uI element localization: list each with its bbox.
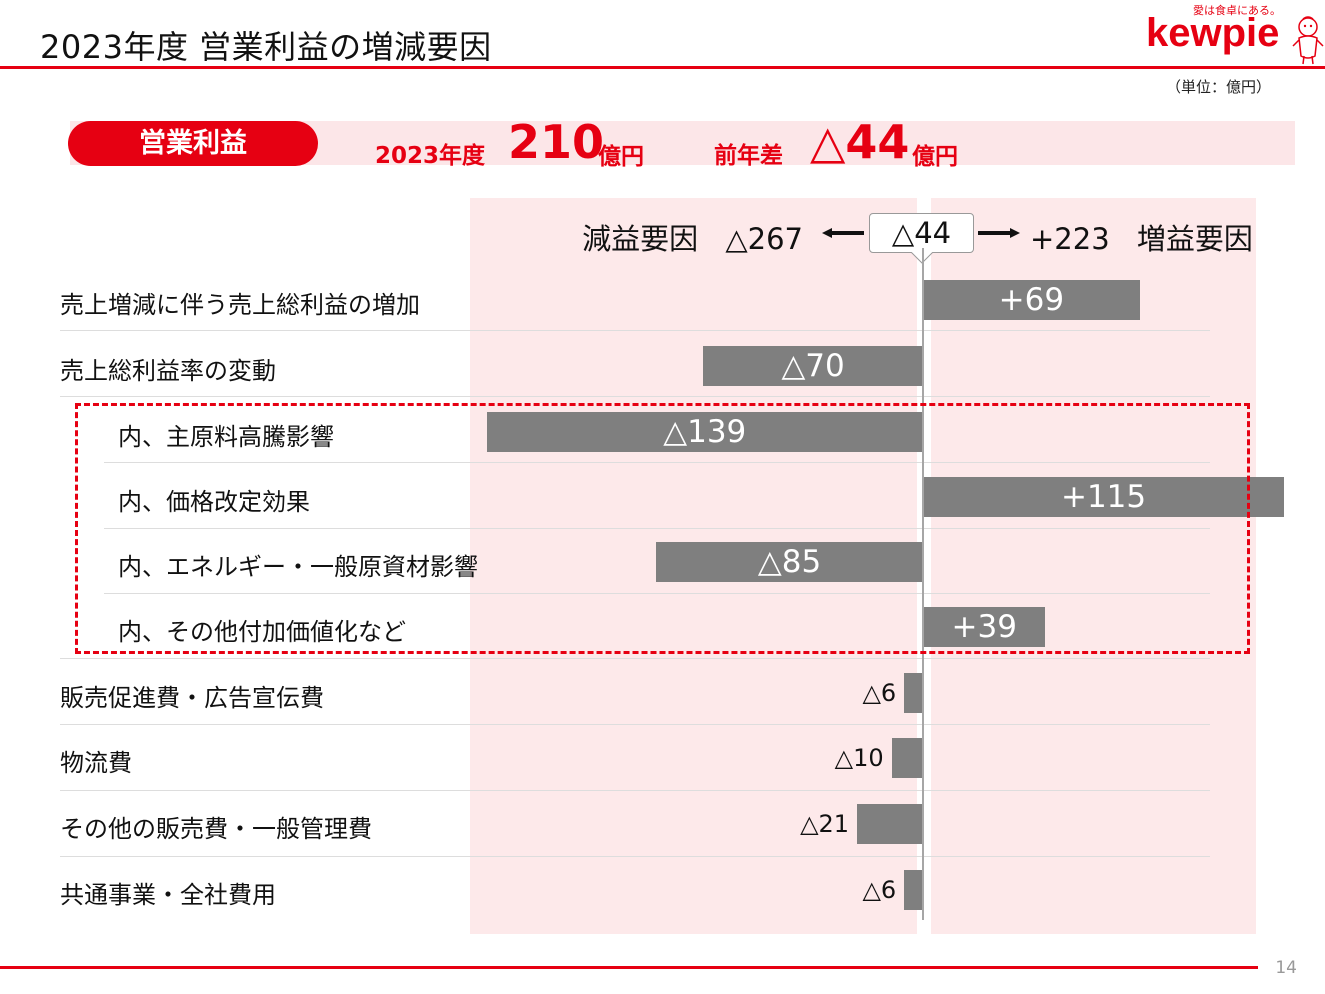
data-label: △21 [800,810,850,838]
row-divider [60,856,1210,857]
zero-axis [922,248,924,920]
category-label: 物流費 [60,749,132,777]
decrease-header-total: △267 [725,222,803,256]
row-divider [104,593,1210,594]
category-label: 共通事業・全社費用 [60,881,276,909]
category-label: 内、価格改定効果 [118,488,310,516]
data-label: △70 [781,348,845,384]
data-label: △85 [757,544,822,580]
data-bar [656,542,923,582]
data-label: △6 [862,876,897,904]
category-label: 内、その他付加価値化など [118,618,406,646]
data-bar [703,346,923,386]
data-bar [904,673,923,713]
category-label: 売上総利益率の変動 [60,357,276,385]
category-label: 販売促進費・広告宣伝費 [60,684,324,712]
increase-panel [931,198,1256,934]
row-divider [60,790,1210,791]
page-title: 2023年度 営業利益の増減要因 [40,28,492,66]
category-label: 内、エネルギー・一般原資材影響 [118,553,478,581]
data-bar [904,870,923,910]
data-bar [891,738,923,778]
arrow-right-icon [978,228,1020,238]
data-bar [923,607,1046,647]
diff-value: △44 [810,115,910,169]
increase-header-total: +223 [1030,222,1110,256]
brand-logo: kewpie [1146,11,1280,55]
data-bar [857,804,923,844]
decrease-header: 減益要因 △267 [582,216,803,258]
arrow-left-icon [822,228,864,238]
mascot-icon [1292,16,1324,65]
data-label: △139 [663,414,747,450]
unit-note: （単位：億円） [1165,78,1271,96]
data-label: △10 [834,744,884,772]
footer-divider [0,966,1258,969]
row-divider [60,658,1210,659]
diff-label: 前年差 [714,143,783,169]
increase-header-label: 増益要因 [1136,222,1253,256]
header-divider [0,66,1325,69]
fy-unit: 億円 [598,144,644,170]
increase-header: +223 増益要因 [1030,216,1253,258]
data-label: +115 [1060,479,1147,515]
diff-unit: 億円 [912,144,958,170]
data-bar [486,412,923,452]
category-label: その他の販売費・一般管理費 [60,815,372,843]
row-divider [104,528,1210,529]
category-label: 内、主原料高騰影響 [118,423,334,451]
data-bar [923,477,1285,517]
fy-label: 2023年度 [375,143,486,169]
summary-pill: 営業利益 [68,121,318,166]
row-divider [104,462,1210,463]
row-divider [60,330,1210,331]
row-divider [60,724,1210,725]
net-change-box: △44 [869,213,974,253]
data-label: △6 [862,679,897,707]
brand-tagline: 愛は食卓にある。 [1193,4,1281,17]
page-number: 14 [1275,958,1297,978]
data-bar [923,280,1140,320]
data-label: +69 [998,282,1065,318]
data-label: +39 [951,609,1017,645]
fy-value: 210 [508,115,605,169]
row-divider [60,396,1210,397]
gross-margin-breakdown-box [75,403,1250,654]
category-label: 売上増減に伴う売上総利益の増加 [60,291,420,319]
decrease-header-label: 減益要因 [582,222,699,256]
